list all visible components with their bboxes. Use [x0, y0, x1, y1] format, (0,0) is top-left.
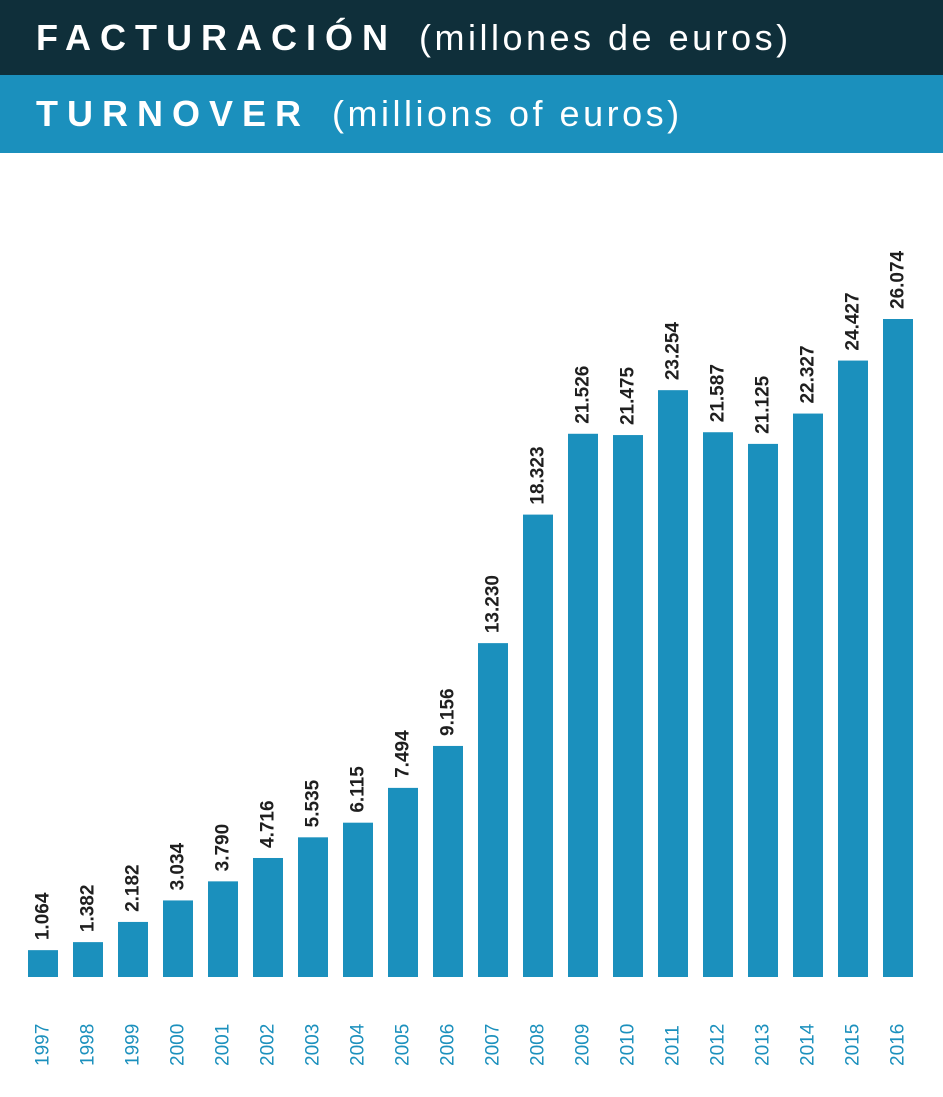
value-label-2014: 22.327	[798, 345, 819, 403]
value-label-2006: 9.156	[438, 688, 459, 736]
title-en: TURNOVER	[36, 93, 311, 134]
bar-2007	[478, 643, 508, 977]
year-label-2001: 2001	[213, 1024, 234, 1066]
value-label-2007: 13.230	[483, 575, 504, 633]
value-label-2016: 26.074	[888, 250, 909, 309]
title-es-unit: (millones de euros)	[418, 16, 792, 58]
value-label-1997: 1.064	[33, 892, 54, 940]
value-label-2004: 6.115	[348, 766, 369, 813]
year-label-2007: 2007	[483, 1024, 504, 1066]
bar-2012	[703, 432, 733, 977]
year-label-2012: 2012	[708, 1024, 729, 1066]
bar-1997	[28, 950, 58, 977]
bar-2006	[433, 745, 463, 977]
bar-2009	[568, 433, 598, 978]
title-es: FACTURACIÓN	[36, 16, 397, 58]
bar-1998	[73, 942, 103, 977]
bar-2001	[208, 881, 238, 977]
value-label-2010: 21.475	[618, 367, 639, 426]
header-spanish: FACTURACIÓN (millones de euros)	[0, 0, 943, 75]
value-label-2001: 3.790	[213, 824, 234, 872]
year-label-2006: 2006	[438, 1024, 459, 1066]
value-label-2009: 21.526	[573, 366, 594, 424]
year-label-2008: 2008	[528, 1024, 549, 1066]
year-label-2014: 2014	[798, 1023, 819, 1066]
value-label-2015: 24.427	[843, 292, 864, 350]
value-label-2003: 5.535	[303, 779, 324, 827]
bar-2013	[748, 443, 778, 977]
year-label-2002: 2002	[258, 1024, 279, 1066]
value-label-2005: 7.494	[393, 730, 414, 778]
year-label-2009: 2009	[573, 1024, 594, 1066]
year-label-2003: 2003	[303, 1024, 324, 1066]
year-label-2015: 2015	[843, 1024, 864, 1066]
year-label-1998: 1998	[78, 1024, 99, 1066]
bar-2011	[658, 390, 688, 977]
year-label-2005: 2005	[393, 1024, 414, 1066]
value-label-2011: 23.254	[663, 322, 684, 381]
value-label-2012: 21.587	[708, 364, 729, 422]
value-label-2000: 3.034	[168, 842, 189, 890]
year-label-1997: 1997	[33, 1024, 54, 1066]
year-label-2011: 2011	[663, 1025, 684, 1066]
title-en-unit: (millions of euros)	[332, 93, 683, 134]
bar-2002	[253, 857, 283, 977]
value-label-2013: 21.125	[753, 375, 774, 434]
header-english: TURNOVER (millions of euros)	[0, 75, 943, 153]
value-label-2002: 4.716	[258, 800, 279, 848]
bar-2008	[523, 514, 553, 977]
year-label-2010: 2010	[618, 1024, 639, 1066]
bar-2010	[613, 435, 643, 977]
value-label-1998: 1.382	[78, 885, 99, 933]
bar-2014	[793, 413, 823, 977]
bar-1999	[118, 921, 148, 977]
value-label-1999: 2.182	[123, 864, 144, 912]
bar-2016	[883, 319, 913, 977]
bar-2005	[388, 787, 418, 977]
year-label-2004: 2004	[348, 1023, 369, 1066]
year-label-1999: 1999	[123, 1024, 144, 1066]
year-label-2016: 2016	[888, 1024, 909, 1066]
bar-2015	[838, 360, 868, 977]
bar-2003	[298, 837, 328, 977]
bar-2000	[163, 900, 193, 977]
year-label-2013: 2013	[753, 1024, 774, 1066]
bar-2004	[343, 822, 373, 977]
year-label-2000: 2000	[168, 1024, 189, 1066]
value-label-2008: 18.323	[528, 446, 549, 504]
